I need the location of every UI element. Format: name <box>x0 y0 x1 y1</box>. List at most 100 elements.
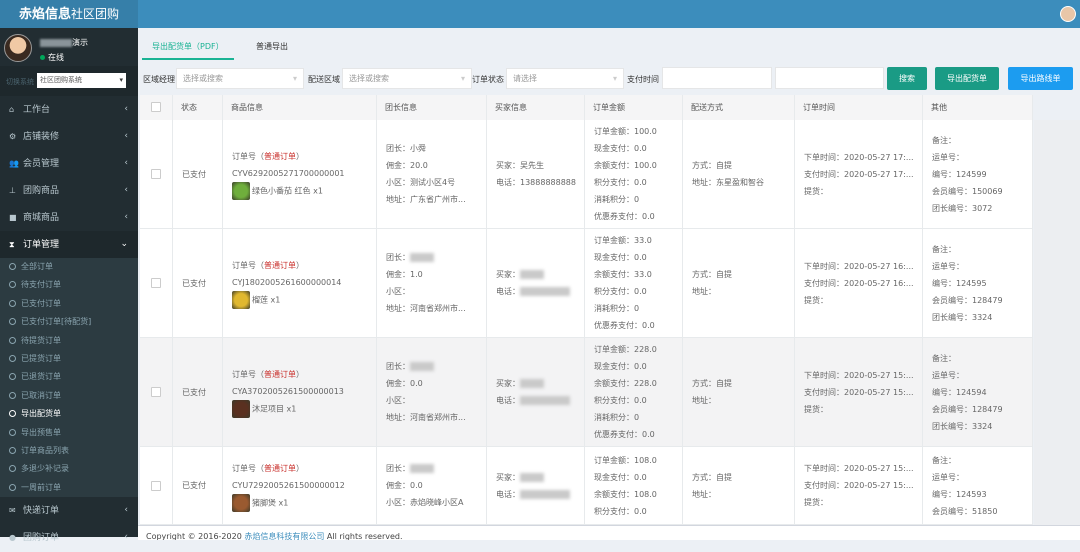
order-number[interactable]: CYV6292005271700000001 <box>232 169 345 178</box>
delivery-info-line: 方式：自提 <box>692 157 794 174</box>
scrollbar[interactable] <box>1034 120 1080 530</box>
buyer-info-text: 电话：13888888888 <box>496 178 576 187</box>
delivery-info-text: 方式：自提 <box>692 472 732 482</box>
select-all-header[interactable] <box>140 95 173 120</box>
order-number[interactable]: CYJ1802005261600000014 <box>232 278 342 287</box>
time-info-line: 提货： <box>804 183 922 200</box>
leader-info-text: 团长： <box>386 253 410 262</box>
submenu-item[interactable]: 已提货订单 <box>0 350 138 368</box>
row-checkbox[interactable] <box>151 278 161 288</box>
row-checkbox[interactable] <box>151 480 161 491</box>
pay-time-start-input[interactable] <box>662 67 772 89</box>
time-info-line: 支付时间：2020-05-27 15:... <box>804 477 922 494</box>
export-delivery-button[interactable]: 导出配货单 <box>935 67 999 90</box>
redacted-value <box>520 472 544 482</box>
table-row: 已支付 订单号（普通订单） CYJ1802005261600000014 榴莲 x1 团… <box>140 229 1033 338</box>
sidebar: 演示 在线 切换系统 社区团购系统 ⌂ 工作台 ‹ ⚙ 店铺装修 ‹ 👥 会员管理 ‹ ⊥ 团购商品… <box>0 28 138 543</box>
redacted-value <box>520 379 544 388</box>
submenu-item[interactable]: 已支付订单 <box>0 295 138 313</box>
leader-info-cell: 团长： 佣金：0.0 小区： 地址：河南省郑州市... <box>377 338 487 446</box>
sidebar-item[interactable]: 👥 会员管理 ‹ <box>0 150 138 177</box>
product-cell: 订单号（普通订单） CYV6292005271700000001 绿色小番茄 红色 … <box>223 120 377 228</box>
amount-info-line: 现金支付：0.0 <box>594 358 682 375</box>
submenu-item[interactable]: 订单商品列表 <box>0 442 138 460</box>
submenu-item[interactable]: 导出配货单 <box>0 405 138 423</box>
tab-export-pdf[interactable]: 导出配货单（PDF） <box>142 36 234 60</box>
buyer-info-line: 买家： <box>496 469 584 486</box>
sidebar-item[interactable]: ■ 商城商品 ‹ <box>0 204 138 231</box>
envelope-icon: ✉ <box>9 506 16 516</box>
top-user-avatar[interactable] <box>1060 6 1076 22</box>
amount-info-line: 优惠券支付：0.0 <box>594 426 682 443</box>
order-number[interactable]: CYA3702005261500000013 <box>232 387 344 396</box>
other-info-text: 编号：124594 <box>932 387 987 397</box>
order-status-label: 订单状态 <box>472 75 504 84</box>
submenu-item[interactable]: 待提货订单 <box>0 332 138 350</box>
product-thumbnail[interactable] <box>232 400 250 418</box>
order-status: 已支付 <box>182 387 206 397</box>
other-info-text: 会员编号：150069 <box>932 186 1003 196</box>
product-thumbnail[interactable] <box>232 182 250 200</box>
row-checkbox[interactable] <box>151 169 161 179</box>
tab-normal-export[interactable]: 普通导出 <box>256 42 288 51</box>
submenu-item[interactable]: 已退货订单 <box>0 368 138 386</box>
other-info-line: 编号：124599 <box>932 166 1032 183</box>
sidebar-item[interactable]: ⊥ 团购商品 ‹ <box>0 177 138 204</box>
submenu-item[interactable]: 多退少补记录 <box>0 460 138 478</box>
area-manager-select[interactable]: 选择或搜索 <box>176 68 304 89</box>
order-type: 普通订单 <box>264 370 296 379</box>
amount-info-text: 余额支付：100.0 <box>594 161 657 170</box>
sidebar-item[interactable]: ⚙ 店铺装修 ‹ <box>0 123 138 150</box>
order-number[interactable]: CYU7292005261500000012 <box>232 480 345 490</box>
order-status-select[interactable]: 请选择 <box>506 68 624 89</box>
other-info-line: 会员编号：128479 <box>932 292 1032 309</box>
amount-info-text: 积分支付：0.0 <box>594 178 647 187</box>
submenu: 全部订单 待支付订单 已支付订单 已支付订单[待配货] 待提货订单 已提货订单 已退货订单已… <box>0 258 138 498</box>
sidebar-item[interactable]: ✉ 快递订单 ‹ <box>0 497 138 524</box>
row-checkbox[interactable] <box>151 387 161 397</box>
select-all-checkbox[interactable] <box>151 102 161 112</box>
submenu-item[interactable]: 全部订单 <box>0 258 138 276</box>
export-route-button[interactable]: 导出路线单 <box>1008 67 1073 90</box>
other-info-line: 会员编号：128479 <box>932 401 1032 418</box>
sidebar-item[interactable]: ⧗ 订单管理 ⌄ <box>0 231 138 258</box>
company-link[interactable]: 赤焰信息科技有限公司 <box>244 532 325 540</box>
time-info-text: 下单时间：2020-05-27 16:... <box>804 261 914 271</box>
home-icon: ⌂ <box>9 105 15 114</box>
buyer-info-text: 电话： <box>496 489 520 499</box>
other-info-text: 备注： <box>932 244 956 254</box>
other-info-line: 团长编号：3324 <box>932 418 1032 435</box>
delivery-info-cell: 方式：自提 地址：东星盈和智谷 <box>683 120 795 228</box>
submenu-item[interactable]: 已取消订单 <box>0 387 138 405</box>
order-label-end: ） <box>296 261 304 270</box>
delivery-info-text: 地址： <box>692 489 716 499</box>
sidebar-item[interactable]: ⌂ 工作台 ‹ <box>0 96 138 123</box>
sidebar-item[interactable]: ● 团购订单 ‹ <box>0 524 138 551</box>
order-label: 订单号（普通订单） <box>232 366 376 383</box>
column-header-leader: 团长信息 <box>377 95 487 120</box>
product-thumbnail[interactable] <box>232 493 250 512</box>
submenu-item[interactable]: 已支付订单[待配货] <box>0 313 138 331</box>
leader-info-line: 佣金：1.0 <box>386 266 486 283</box>
time-info-text: 提货： <box>804 404 828 414</box>
submenu-item[interactable]: 一周前订单 <box>0 479 138 497</box>
pay-time-end-input[interactable] <box>775 67 884 89</box>
submenu-item[interactable]: 导出预售单 <box>0 424 138 442</box>
logo[interactable]: 赤焰信息社区团购 <box>0 0 138 28</box>
amount-info-text: 现金支付：0.0 <box>594 472 647 482</box>
product-cell: 订单号（普通订单） CYJ1802005261600000014 榴莲 x1 <box>223 229 377 337</box>
delivery-info-text: 方式：自提 <box>692 161 732 170</box>
time-info-line: 支付时间：2020-05-27 15:... <box>804 384 922 401</box>
amount-info-text: 余额支付：228.0 <box>594 379 657 388</box>
other-info-line: 备注： <box>932 132 1032 149</box>
submenu-item[interactable]: 待支付订单 <box>0 276 138 294</box>
product-thumbnail[interactable] <box>232 291 250 309</box>
other-info-text: 运单号： <box>932 152 964 162</box>
time-info-line: 下单时间：2020-05-27 15:... <box>804 367 922 384</box>
search-button[interactable]: 搜索 <box>887 67 927 90</box>
delivery-area-select[interactable]: 选择或搜索 <box>342 68 472 89</box>
product-line: 猪脚煲 x1 <box>232 493 376 512</box>
system-select[interactable]: 社区团购系统 <box>37 73 126 88</box>
amount-info-cell: 订单金额：33.0 现金支付：0.0 余额支付：33.0 积分支付：0.0 消耗积分：0… <box>585 229 683 337</box>
delivery-info-line: 地址： <box>692 283 794 300</box>
